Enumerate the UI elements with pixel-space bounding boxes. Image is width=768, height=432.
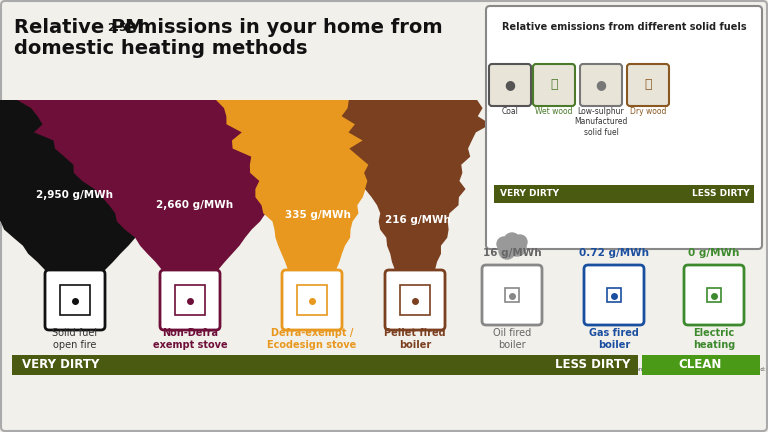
Text: 2,660 g/MWh: 2,660 g/MWh — [157, 200, 233, 210]
FancyBboxPatch shape — [584, 265, 644, 325]
FancyBboxPatch shape — [486, 6, 762, 249]
Polygon shape — [0, 100, 263, 270]
Text: VERY DIRTY: VERY DIRTY — [22, 359, 99, 372]
Circle shape — [504, 233, 520, 249]
Text: Low-sulphur
Manufactured
solid fuel: Low-sulphur Manufactured solid fuel — [574, 107, 627, 137]
FancyBboxPatch shape — [533, 64, 575, 106]
FancyBboxPatch shape — [160, 270, 220, 330]
Text: LESS DIRTY: LESS DIRTY — [693, 190, 750, 198]
Text: Oil fired
boiler: Oil fired boiler — [493, 328, 531, 349]
FancyBboxPatch shape — [482, 265, 542, 325]
FancyBboxPatch shape — [627, 64, 669, 106]
FancyBboxPatch shape — [580, 64, 622, 106]
Text: Relative PM: Relative PM — [14, 18, 144, 37]
Text: Relative emissions from different solid fuels: Relative emissions from different solid … — [502, 22, 746, 32]
Text: 0 g/MWh: 0 g/MWh — [688, 248, 740, 258]
Polygon shape — [17, 100, 366, 270]
Text: 335 g/MWh: 335 g/MWh — [285, 210, 351, 220]
Bar — [707, 288, 721, 302]
Text: LESS DIRTY: LESS DIRTY — [554, 359, 630, 372]
Polygon shape — [342, 100, 491, 270]
Text: VERY DIRTY: VERY DIRTY — [500, 190, 559, 198]
FancyBboxPatch shape — [45, 270, 105, 330]
Bar — [175, 286, 204, 314]
Circle shape — [513, 235, 527, 249]
Bar — [505, 288, 519, 302]
Text: Dry wood: Dry wood — [630, 107, 666, 116]
Bar — [61, 286, 90, 314]
Text: emissions in your home from: emissions in your home from — [117, 18, 442, 37]
Text: Coal: Coal — [502, 107, 518, 116]
Text: Gas fired
boiler: Gas fired boiler — [589, 328, 639, 349]
Text: 2,950 g/MWh: 2,950 g/MWh — [37, 190, 114, 200]
Text: 16 g/MWh: 16 g/MWh — [482, 248, 541, 258]
Bar — [494, 185, 754, 203]
Text: domestic heating methods: domestic heating methods — [14, 39, 307, 58]
Text: 2.5: 2.5 — [107, 23, 127, 33]
Circle shape — [508, 238, 526, 256]
Text: Non-Defra
exempt stove: Non-Defra exempt stove — [153, 328, 227, 349]
FancyBboxPatch shape — [282, 270, 342, 330]
Bar — [642, 355, 760, 375]
Bar — [607, 288, 621, 302]
Circle shape — [499, 243, 515, 259]
Bar — [12, 355, 638, 375]
Text: Smoke plumes are not to scale. Emission factors show emissions in the home – emi: Smoke plumes are not to scale. Emission … — [14, 367, 768, 372]
Text: Electric
heating: Electric heating — [693, 328, 735, 349]
Text: ●: ● — [595, 79, 607, 92]
Text: Wet wood: Wet wood — [535, 107, 573, 116]
Text: 🪵: 🪵 — [644, 79, 652, 92]
Circle shape — [497, 237, 511, 251]
Text: 216 g/MWh: 216 g/MWh — [385, 215, 451, 225]
Polygon shape — [216, 100, 405, 270]
Bar — [297, 286, 326, 314]
Bar — [400, 286, 429, 314]
Text: 🌲: 🌲 — [550, 79, 558, 92]
Text: Pellet fired
boiler: Pellet fired boiler — [384, 328, 445, 349]
FancyBboxPatch shape — [489, 64, 531, 106]
FancyBboxPatch shape — [684, 265, 744, 325]
FancyBboxPatch shape — [385, 270, 445, 330]
Text: ●: ● — [505, 79, 515, 92]
Text: Solid fuel
open fire: Solid fuel open fire — [52, 328, 98, 349]
Text: Defra-exempt /
Ecodesign stove: Defra-exempt / Ecodesign stove — [267, 328, 356, 349]
Text: CLEAN: CLEAN — [678, 359, 722, 372]
Text: 0.72 g/MWh: 0.72 g/MWh — [579, 248, 649, 258]
